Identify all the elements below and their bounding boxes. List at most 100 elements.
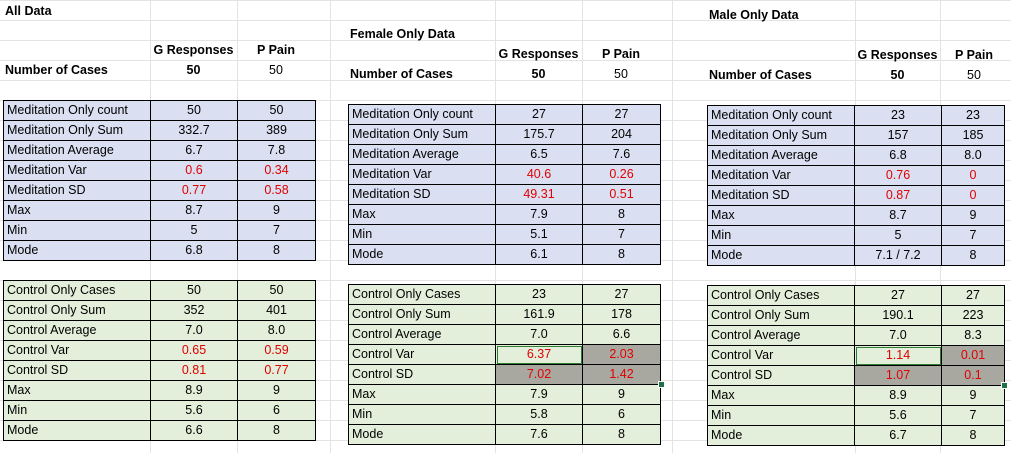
row-label[interactable]: Control Only Cases xyxy=(348,284,496,305)
row-label[interactable]: Min xyxy=(3,400,151,421)
row-label[interactable]: Meditation Only count xyxy=(707,105,855,126)
g-value[interactable]: 6.1 xyxy=(495,244,583,265)
p-value[interactable]: 0.26 xyxy=(582,164,661,185)
g-value[interactable]: 7.0 xyxy=(150,320,238,341)
p-value[interactable]: 8 xyxy=(582,204,661,225)
g-value[interactable]: 0.87 xyxy=(854,185,942,206)
p-value[interactable]: 0.51 xyxy=(582,184,661,205)
g-value[interactable]: 161.9 xyxy=(495,304,583,325)
row-label[interactable]: Control SD xyxy=(707,365,855,386)
p-value[interactable]: 7 xyxy=(237,220,316,241)
cases-g-value[interactable]: 50 xyxy=(186,63,201,77)
p-value[interactable]: 0.58 xyxy=(237,180,316,201)
g-value[interactable]: 5.8 xyxy=(495,404,583,425)
cases-label[interactable]: Number of Cases xyxy=(5,63,108,77)
row-label[interactable]: Control Only Sum xyxy=(707,305,855,326)
g-value[interactable]: 0.76 xyxy=(854,165,942,186)
g-value[interactable]: 50 xyxy=(150,280,238,301)
p-value[interactable]: 9 xyxy=(237,200,316,221)
p-value[interactable]: 0 xyxy=(941,185,1005,206)
row-label[interactable]: Control Average xyxy=(707,325,855,346)
row-label[interactable]: Meditation Average xyxy=(348,144,496,165)
g-value[interactable]: 27 xyxy=(854,285,942,306)
row-label[interactable]: Meditation Average xyxy=(707,145,855,166)
p-value[interactable]: 8 xyxy=(941,245,1005,266)
p-value[interactable]: 0.77 xyxy=(237,360,316,381)
g-value[interactable]: 6.37 xyxy=(495,344,583,365)
p-value[interactable]: 6.6 xyxy=(582,324,661,345)
p-value[interactable]: 50 xyxy=(237,280,316,301)
p-value[interactable]: 8.0 xyxy=(941,145,1005,166)
row-label[interactable]: Meditation Var xyxy=(3,160,151,181)
p-value[interactable]: 27 xyxy=(582,284,661,305)
row-label[interactable]: Max xyxy=(707,385,855,406)
p-value[interactable]: 9 xyxy=(941,385,1005,406)
g-value[interactable]: 6.8 xyxy=(854,145,942,166)
cases-g-value[interactable]: 50 xyxy=(890,68,905,82)
p-value[interactable]: 7.8 xyxy=(237,140,316,161)
row-label[interactable]: Mode xyxy=(348,424,496,445)
row-label[interactable]: Max xyxy=(348,204,496,225)
g-value[interactable]: 352 xyxy=(150,300,238,321)
p-value[interactable]: 7 xyxy=(582,224,661,245)
cases-label[interactable]: Number of Cases xyxy=(350,67,453,81)
g-value[interactable]: 6.8 xyxy=(150,240,238,261)
col-header-g-responses[interactable]: G Responses xyxy=(153,43,234,57)
row-label[interactable]: Control Var xyxy=(3,340,151,361)
row-label[interactable]: Control Only Sum xyxy=(3,300,151,321)
g-value[interactable]: 50 xyxy=(150,100,238,121)
p-value[interactable]: 8.3 xyxy=(941,325,1005,346)
row-label[interactable]: Control SD xyxy=(3,360,151,381)
g-value[interactable]: 332.7 xyxy=(150,120,238,141)
col-header-g-responses[interactable]: G Responses xyxy=(498,47,579,61)
row-label[interactable]: Meditation SD xyxy=(707,185,855,206)
col-header-p-pain[interactable]: P Pain xyxy=(602,47,640,61)
p-value[interactable]: 0.34 xyxy=(237,160,316,181)
cases-g-value[interactable]: 50 xyxy=(531,67,546,81)
g-value[interactable]: 7.6 xyxy=(495,424,583,445)
cases-p-value[interactable]: 50 xyxy=(614,67,628,81)
p-value[interactable]: 50 xyxy=(237,100,316,121)
p-value[interactable]: 9 xyxy=(582,384,661,405)
g-value[interactable]: 0.6 xyxy=(150,160,238,181)
g-value[interactable]: 7.1 / 7.2 xyxy=(854,245,942,266)
p-value[interactable]: 8 xyxy=(582,244,661,265)
p-value[interactable]: 8 xyxy=(582,424,661,445)
p-value[interactable]: 8 xyxy=(237,420,316,441)
g-value[interactable]: 49.31 xyxy=(495,184,583,205)
p-value[interactable]: 9 xyxy=(237,380,316,401)
g-value[interactable]: 40.6 xyxy=(495,164,583,185)
row-label[interactable]: Control Var xyxy=(348,344,496,365)
row-label[interactable]: Control Average xyxy=(3,320,151,341)
g-value[interactable]: 8.9 xyxy=(150,380,238,401)
g-value[interactable]: 8.7 xyxy=(854,205,942,226)
row-label[interactable]: Min xyxy=(707,405,855,426)
g-value[interactable]: 7.9 xyxy=(495,384,583,405)
p-value[interactable]: 9 xyxy=(941,205,1005,226)
g-value[interactable]: 5.6 xyxy=(854,405,942,426)
row-label[interactable]: Meditation Only Sum xyxy=(3,120,151,141)
row-label[interactable]: Max xyxy=(707,205,855,226)
g-value[interactable]: 27 xyxy=(495,104,583,125)
row-label[interactable]: Control SD xyxy=(348,364,496,385)
p-value[interactable]: 0.1 xyxy=(941,365,1005,386)
p-value[interactable]: 223 xyxy=(941,305,1005,326)
row-label[interactable]: Max xyxy=(3,200,151,221)
g-value[interactable]: 7.02 xyxy=(495,364,583,385)
g-value[interactable]: 8.9 xyxy=(854,385,942,406)
g-value[interactable]: 5.6 xyxy=(150,400,238,421)
row-label[interactable]: Min xyxy=(707,225,855,246)
g-value[interactable]: 0.81 xyxy=(150,360,238,381)
p-value[interactable]: 27 xyxy=(582,104,661,125)
g-value[interactable]: 6.5 xyxy=(495,144,583,165)
g-value[interactable]: 190.1 xyxy=(854,305,942,326)
row-label[interactable]: Meditation SD xyxy=(3,180,151,201)
col-header-p-pain[interactable]: P Pain xyxy=(955,48,993,62)
row-label[interactable]: Control Only Cases xyxy=(3,280,151,301)
p-value[interactable]: 7 xyxy=(941,225,1005,246)
row-label[interactable]: Control Var xyxy=(707,345,855,366)
p-value[interactable]: 8.0 xyxy=(237,320,316,341)
p-value[interactable]: 178 xyxy=(582,304,661,325)
p-value[interactable]: 2.03 xyxy=(582,344,661,365)
p-value[interactable]: 7.6 xyxy=(582,144,661,165)
